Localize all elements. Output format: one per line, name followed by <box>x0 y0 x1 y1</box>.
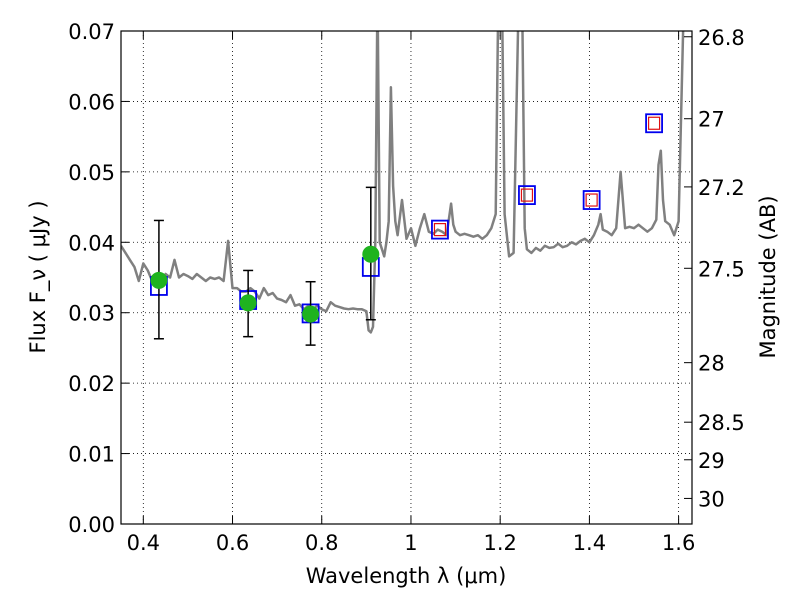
data-markers <box>150 113 663 346</box>
y2-tick-label: 26.8 <box>698 26 745 50</box>
model-box-marker <box>582 190 601 210</box>
y-tick-label: 0.00 <box>68 513 115 537</box>
y-tick-label: 0.05 <box>68 161 115 185</box>
y2-axis-title: Magnitude (AB) <box>756 195 780 358</box>
observed-point <box>150 271 168 289</box>
y-tick-label: 0.04 <box>68 231 115 255</box>
predicted-box-marker <box>433 223 447 237</box>
model-box-marker <box>645 113 663 134</box>
y2-tick-label: 29 <box>698 449 725 473</box>
y2-tick-label: 27 <box>698 108 725 132</box>
observed-point <box>362 245 380 263</box>
observed-point <box>302 305 320 323</box>
observed-point <box>239 294 257 312</box>
predicted-box-marker <box>647 116 661 130</box>
y2-tick-label: 28 <box>698 352 725 376</box>
plot-frame <box>120 30 693 525</box>
x-tick-label: 1.4 <box>573 531 606 555</box>
grid <box>121 30 692 525</box>
y2-tick-label: 28.5 <box>698 411 745 435</box>
axis-ticks: 0.4 0.6 0.8 1 1.2 1.4 1.6 0.00 0.01 0.02 0.03 0.04 0… <box>68 20 745 555</box>
y2-tick-label: 30 <box>698 487 725 511</box>
x-tick-label: 0.6 <box>216 531 249 555</box>
model-box-marker <box>518 185 536 205</box>
y-tick-label: 0.06 <box>68 90 115 114</box>
y-tick-label: 0.02 <box>68 372 115 396</box>
y-tick-label: 0.01 <box>68 443 115 467</box>
predicted-box-marker <box>585 193 598 207</box>
x-tick-label: 0.4 <box>127 531 160 555</box>
spectrum-line <box>121 31 685 334</box>
y2-tick-label: 27.2 <box>698 176 745 200</box>
y-tick-label: 0.03 <box>68 302 115 326</box>
y-axis-title: Flux F_ν ( μJy ) <box>26 200 51 353</box>
x-tick-label: 1.2 <box>483 531 516 555</box>
model-box-marker <box>431 219 449 240</box>
x-tick-label: 1 <box>404 531 417 555</box>
y2-tick-label: 27.5 <box>698 257 745 281</box>
x-tick-label: 1.6 <box>662 531 695 555</box>
y-tick-label: 0.07 <box>68 20 115 44</box>
x-tick-label: 0.8 <box>305 531 338 555</box>
x-axis-title: Wavelength λ (μm) <box>306 564 507 588</box>
predicted-box-marker <box>520 188 534 202</box>
